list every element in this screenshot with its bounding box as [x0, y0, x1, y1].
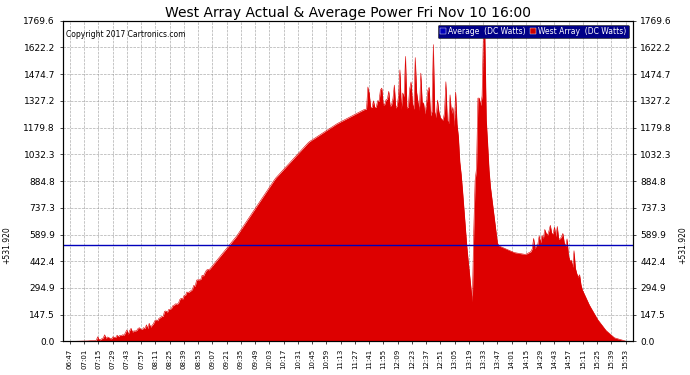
Legend: Average  (DC Watts), West Array  (DC Watts): Average (DC Watts), West Array (DC Watts…: [437, 24, 629, 38]
Text: +531.920: +531.920: [2, 226, 11, 264]
Title: West Array Actual & Average Power Fri Nov 10 16:00: West Array Actual & Average Power Fri No…: [165, 6, 531, 20]
Text: Copyright 2017 Cartronics.com: Copyright 2017 Cartronics.com: [66, 30, 185, 39]
Text: +531.920: +531.920: [678, 226, 687, 264]
